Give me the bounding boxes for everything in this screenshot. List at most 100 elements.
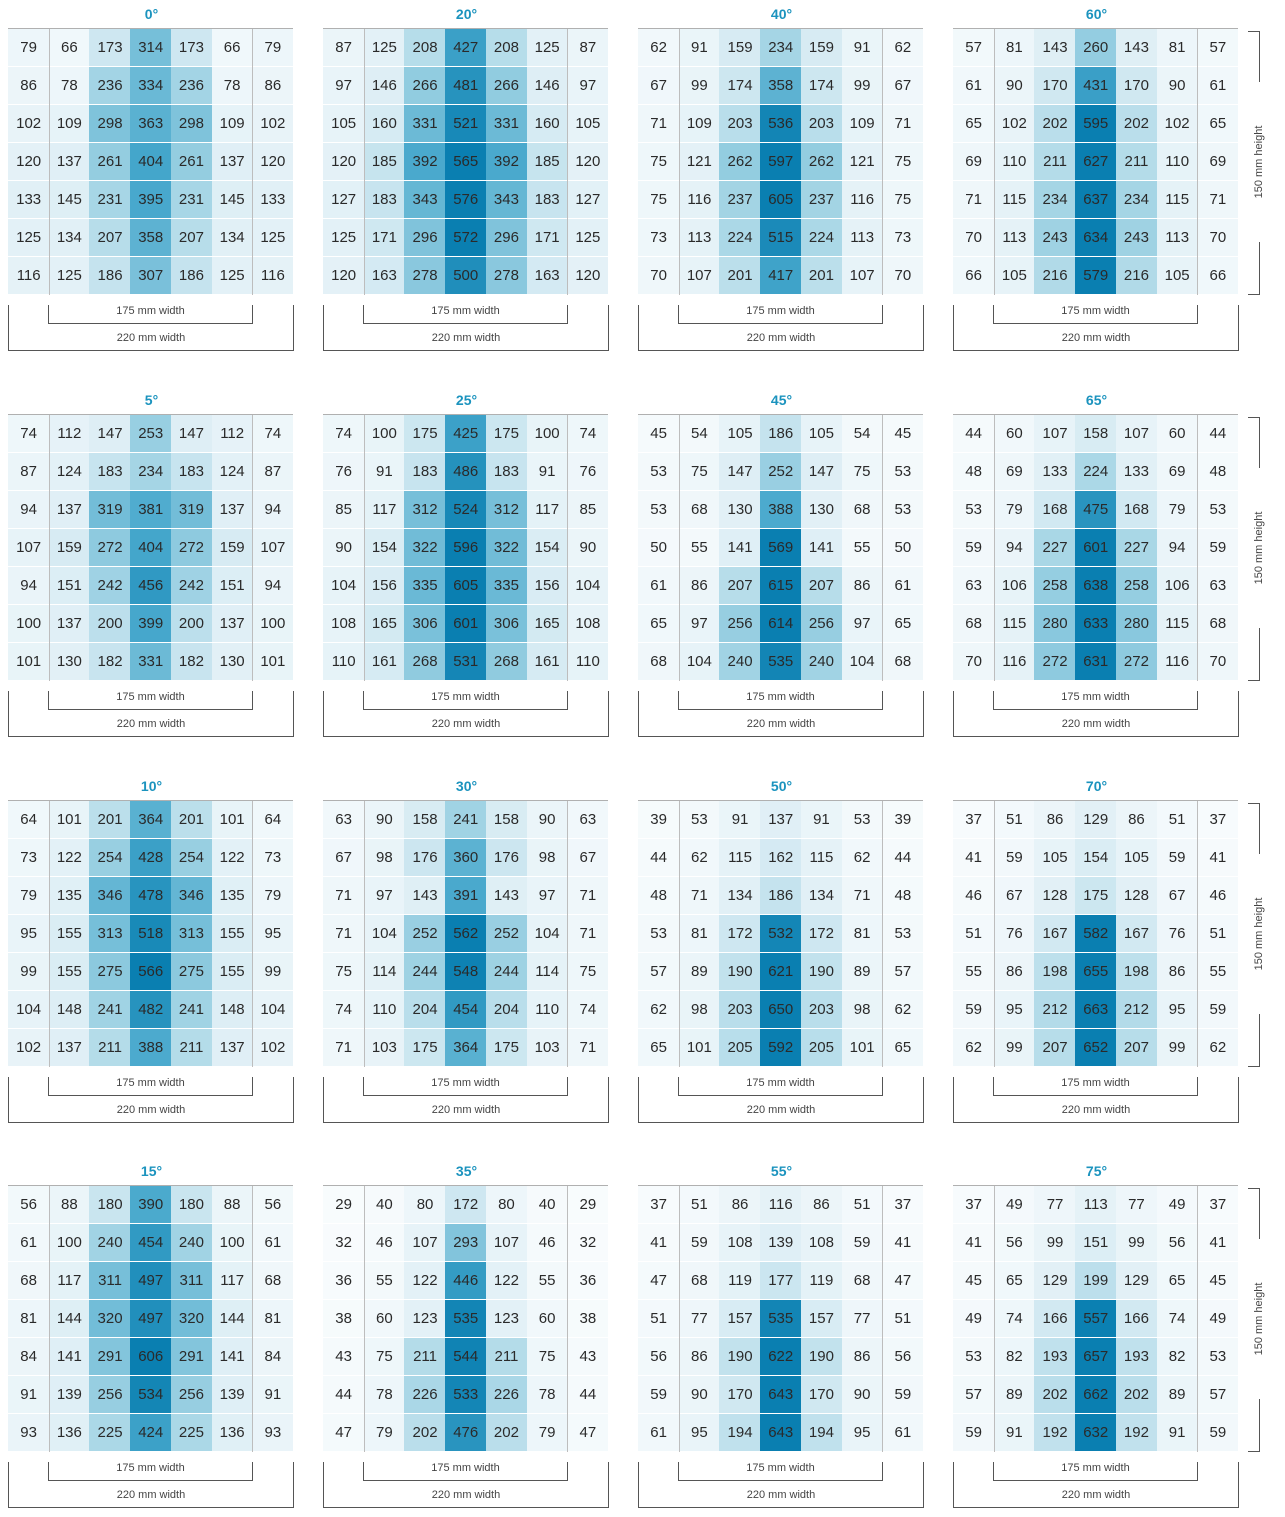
heatmap-cell: 170 <box>800 1376 843 1413</box>
heatmap-cell: 123 <box>404 1300 446 1337</box>
heatmap-panel: 65° 44 60 107 158 107 60 44 48 69 133 224 133 69 48 53 7… <box>953 386 1240 746</box>
width-175-label: 175 mm width <box>746 691 815 703</box>
heatmap-cell: 86 <box>841 567 883 604</box>
heatmap-cell: 643 <box>760 1414 802 1451</box>
panel-angle-title: 40° <box>770 6 793 22</box>
heatmap-cell: 500 <box>445 257 487 294</box>
heatmap-cell: 657 <box>1075 1338 1117 1375</box>
heatmap-cell: 207 <box>170 219 213 256</box>
heatmap-cell: 94 <box>8 567 50 604</box>
heatmap-cell: 90 <box>1156 67 1198 104</box>
heatmap-cell: 136 <box>48 1414 90 1451</box>
heatmap-cell: 261 <box>89 143 131 180</box>
heatmap-cell: 36 <box>323 1262 365 1299</box>
heatmap-cell: 120 <box>567 143 609 180</box>
heatmap-cell: 203 <box>800 991 843 1028</box>
heatmap-cell: 576 <box>445 181 487 218</box>
heatmap-cell: 307 <box>130 257 172 294</box>
heatmap-cell: 63 <box>953 567 995 604</box>
column-divider <box>364 801 365 1067</box>
heatmap-cell: 211 <box>1115 143 1158 180</box>
heatmap-cell: 205 <box>800 1029 843 1066</box>
heatmap-cell: 61 <box>882 1414 924 1451</box>
heatmap-cell: 101 <box>252 643 294 680</box>
heatmap-cell: 226 <box>485 1376 528 1413</box>
heatmap-cell: 66 <box>48 29 90 66</box>
heatmap-cell: 59 <box>678 1224 720 1261</box>
heatmap-cell: 201 <box>719 257 761 294</box>
heatmap-cell: 44 <box>323 1376 365 1413</box>
heatmap-cell: 182 <box>89 643 131 680</box>
heatmap-cell: 166 <box>1115 1300 1158 1337</box>
heatmap-cell: 154 <box>1075 839 1117 876</box>
heatmap-cell: 73 <box>8 839 50 876</box>
heatmap-cell: 53 <box>678 801 720 838</box>
heatmap-cell: 104 <box>323 567 365 604</box>
heatmap-cell: 79 <box>993 491 1035 528</box>
heatmap-cell: 50 <box>638 529 680 566</box>
heatmap-cell: 119 <box>800 1262 843 1299</box>
width-175-bracket <box>993 1077 1198 1096</box>
heatmap-cell: 534 <box>130 1376 172 1413</box>
heatmap-cell: 78 <box>363 1376 405 1413</box>
heatmap-cell: 99 <box>1156 1029 1198 1066</box>
heatmap-cell: 231 <box>170 181 213 218</box>
heatmap-cell: 478 <box>130 877 172 914</box>
heatmap-cell: 160 <box>526 105 568 142</box>
heatmap-cell: 77 <box>1034 1186 1076 1223</box>
heatmap-cell: 61 <box>882 567 924 604</box>
heatmap-cell: 49 <box>1197 1300 1239 1337</box>
heatmap-cell: 203 <box>800 105 843 142</box>
heatmap-cell: 104 <box>841 643 883 680</box>
heatmap-cell: 73 <box>638 219 680 256</box>
heatmap-cell: 170 <box>1034 67 1076 104</box>
width-175-label: 175 mm width <box>431 1462 500 1474</box>
heatmap-cell: 148 <box>211 991 253 1028</box>
heatmap-cell: 183 <box>170 453 213 490</box>
heatmap-panel: 55° 37 51 86 116 86 51 37 41 59 108 139 108 59 41 47 68 1… <box>638 1157 925 1517</box>
heatmap-cell: 454 <box>130 1224 172 1261</box>
width-175-label: 175 mm width <box>431 305 500 317</box>
heatmap-cell: 79 <box>252 877 294 914</box>
heatmap-cell: 314 <box>130 29 172 66</box>
heatmap-cell: 97 <box>323 67 365 104</box>
heatmap-cell: 59 <box>1197 1414 1239 1451</box>
heatmap-cell: 60 <box>993 415 1035 452</box>
heatmap-cell: 44 <box>882 839 924 876</box>
heatmap-cell: 71 <box>638 105 680 142</box>
heatmap-cell: 109 <box>841 105 883 142</box>
heatmap-cell: 91 <box>800 801 843 838</box>
column-divider <box>567 801 568 1067</box>
width-175-bracket <box>678 305 883 324</box>
heatmap-cell: 51 <box>841 1186 883 1223</box>
panel-angle-title: 50° <box>770 778 793 794</box>
width-220-label: 220 mm width <box>116 718 186 730</box>
heatmap-cell: 662 <box>1075 1376 1117 1413</box>
heatmap-cell: 61 <box>252 1224 294 1261</box>
heatmap-cell: 109 <box>678 105 720 142</box>
heatmap-cell: 51 <box>1156 801 1198 838</box>
heatmap-cell: 56 <box>1156 1224 1198 1261</box>
heatmap-cell: 124 <box>211 453 253 490</box>
heatmap-cell: 97 <box>678 605 720 642</box>
heatmap-cell: 190 <box>800 953 843 990</box>
heatmap-cell: 186 <box>760 415 802 452</box>
panel-angle-title: 35° <box>455 1163 478 1179</box>
heatmap-cell: 80 <box>404 1186 446 1223</box>
heatmap-cell: 425 <box>445 415 487 452</box>
panel-angle-title: 30° <box>455 778 478 794</box>
heatmap-panel: 35° 29 40 80 172 80 40 29 32 46 107 293 107 46 32 36 55 1… <box>323 1157 610 1517</box>
heatmap-cell: 109 <box>211 105 253 142</box>
heatmap-cell: 65 <box>882 605 924 642</box>
heatmap-cell: 55 <box>363 1262 405 1299</box>
heatmap-cell: 322 <box>404 529 446 566</box>
heatmap-cell: 59 <box>1197 991 1239 1028</box>
heatmap-cell: 392 <box>485 143 528 180</box>
column-divider <box>49 415 50 681</box>
heatmap-cell: 113 <box>841 219 883 256</box>
heatmap-cell: 243 <box>1034 219 1076 256</box>
heatmap-cell: 71 <box>882 105 924 142</box>
heatmap-cell: 158 <box>1075 415 1117 452</box>
heatmap-cell: 107 <box>252 529 294 566</box>
heatmap-cell: 194 <box>719 1414 761 1451</box>
